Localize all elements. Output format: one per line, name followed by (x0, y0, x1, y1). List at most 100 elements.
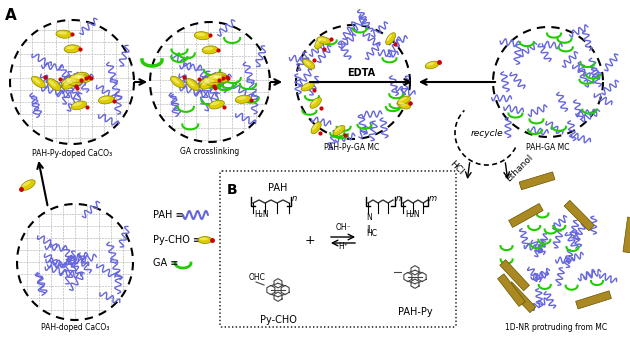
Ellipse shape (399, 97, 406, 102)
Ellipse shape (310, 98, 321, 108)
Ellipse shape (207, 74, 224, 83)
Ellipse shape (212, 74, 229, 83)
Text: ‖: ‖ (366, 224, 370, 232)
Text: HCl: HCl (447, 159, 465, 177)
Ellipse shape (398, 102, 406, 106)
Ellipse shape (317, 37, 331, 44)
Text: H₂N: H₂N (405, 210, 420, 219)
Ellipse shape (311, 99, 318, 105)
Ellipse shape (202, 46, 218, 54)
Text: N: N (366, 213, 372, 222)
Ellipse shape (33, 78, 41, 84)
Ellipse shape (425, 61, 439, 69)
Polygon shape (500, 260, 529, 291)
Ellipse shape (427, 62, 435, 66)
Ellipse shape (311, 122, 321, 134)
Polygon shape (506, 282, 536, 313)
Polygon shape (623, 217, 630, 253)
Text: OHC: OHC (249, 273, 266, 282)
Ellipse shape (172, 78, 180, 84)
Polygon shape (576, 291, 612, 309)
Ellipse shape (75, 74, 91, 83)
Ellipse shape (66, 46, 75, 49)
Ellipse shape (210, 101, 220, 105)
Ellipse shape (62, 78, 71, 83)
Ellipse shape (214, 76, 224, 79)
Ellipse shape (194, 32, 210, 40)
Text: H⁺: H⁺ (338, 242, 348, 251)
Ellipse shape (209, 100, 224, 109)
Ellipse shape (72, 102, 82, 106)
Ellipse shape (73, 72, 89, 80)
Polygon shape (498, 274, 525, 306)
Text: OH⁻: OH⁻ (335, 223, 351, 232)
Ellipse shape (200, 238, 208, 240)
Ellipse shape (235, 95, 251, 103)
Ellipse shape (199, 77, 214, 87)
Text: PAH-Py-GA MC: PAH-Py-GA MC (324, 143, 380, 153)
Text: Ethanol: Ethanol (505, 153, 536, 183)
Text: PAH-doped CaCO₃: PAH-doped CaCO₃ (41, 323, 109, 333)
Ellipse shape (205, 79, 214, 82)
Ellipse shape (398, 96, 411, 105)
Ellipse shape (387, 34, 392, 41)
Ellipse shape (318, 38, 326, 41)
Polygon shape (508, 203, 543, 227)
Ellipse shape (397, 101, 410, 109)
Ellipse shape (304, 60, 311, 66)
Ellipse shape (210, 72, 227, 81)
Text: HC: HC (366, 229, 377, 238)
Ellipse shape (171, 76, 184, 88)
Ellipse shape (334, 127, 341, 132)
Ellipse shape (66, 77, 81, 86)
Ellipse shape (64, 81, 72, 86)
Ellipse shape (200, 79, 215, 89)
FancyBboxPatch shape (220, 171, 456, 327)
Ellipse shape (57, 31, 67, 35)
Text: recycle: recycle (471, 129, 503, 137)
Ellipse shape (203, 47, 214, 50)
Text: Py-CHO: Py-CHO (260, 315, 297, 325)
Ellipse shape (69, 74, 86, 82)
Text: 1D-NR protruding from MC: 1D-NR protruding from MC (505, 323, 607, 333)
Text: PAH-GA MC: PAH-GA MC (526, 143, 570, 153)
Text: PAH: PAH (268, 183, 288, 193)
Text: +: + (305, 234, 315, 246)
Ellipse shape (302, 84, 310, 88)
Ellipse shape (200, 78, 209, 83)
Ellipse shape (32, 76, 45, 88)
Text: Py-CHO ≡: Py-CHO ≡ (153, 235, 201, 245)
Text: PAH-Py: PAH-Py (398, 307, 432, 317)
Ellipse shape (98, 96, 114, 104)
Text: GA ≡: GA ≡ (153, 258, 178, 268)
Text: PAH ≡: PAH ≡ (153, 210, 183, 220)
Text: EDTA: EDTA (347, 68, 375, 78)
Ellipse shape (71, 101, 86, 110)
Polygon shape (564, 200, 595, 231)
Ellipse shape (312, 123, 318, 130)
Ellipse shape (76, 75, 86, 79)
Ellipse shape (56, 30, 72, 38)
Ellipse shape (203, 77, 219, 86)
Text: GA crosslinking: GA crosslinking (180, 147, 239, 155)
Ellipse shape (64, 45, 80, 53)
Text: B: B (227, 183, 238, 197)
Ellipse shape (67, 79, 76, 82)
Ellipse shape (198, 237, 212, 243)
Ellipse shape (196, 33, 205, 36)
Text: A: A (5, 8, 17, 23)
Ellipse shape (316, 38, 321, 46)
Ellipse shape (237, 96, 246, 100)
Text: H₂N: H₂N (254, 210, 268, 219)
Text: m: m (429, 194, 437, 203)
Ellipse shape (100, 97, 110, 100)
Ellipse shape (61, 77, 76, 87)
Ellipse shape (62, 79, 77, 89)
Ellipse shape (186, 79, 199, 90)
Ellipse shape (212, 74, 222, 77)
Ellipse shape (22, 181, 31, 187)
Ellipse shape (386, 33, 396, 45)
Ellipse shape (315, 37, 324, 49)
Text: n: n (396, 194, 401, 203)
Ellipse shape (47, 79, 60, 90)
